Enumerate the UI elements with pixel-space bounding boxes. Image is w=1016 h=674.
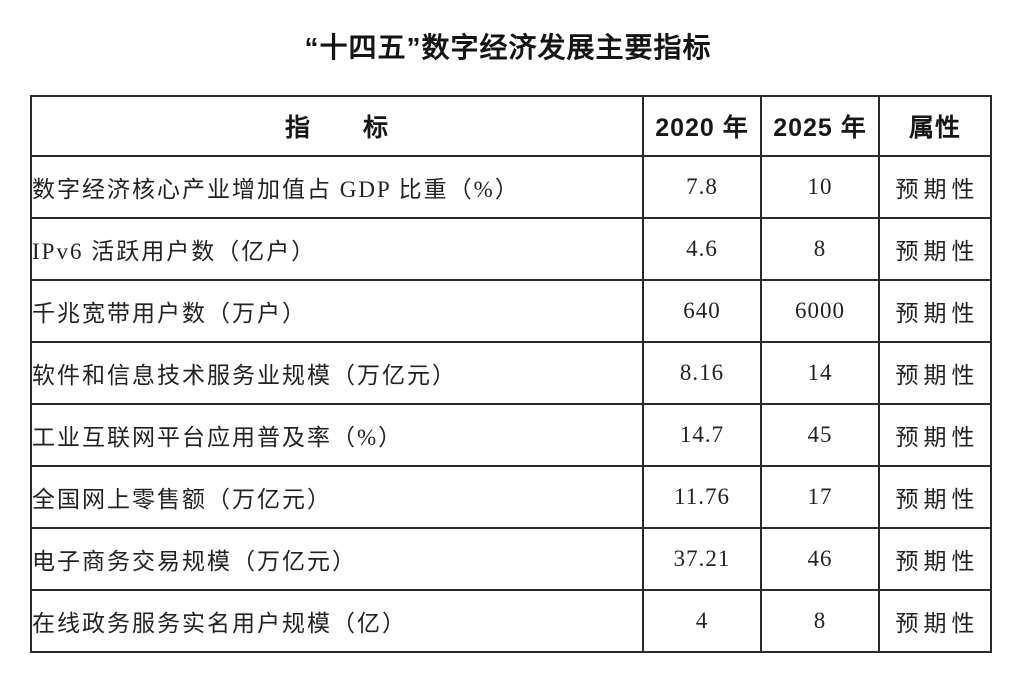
header-indicator: 指 标	[30, 95, 644, 157]
value-2025: 17	[760, 465, 880, 529]
value-2020: 11.76	[642, 465, 762, 529]
attribute-value: 预期性	[878, 279, 992, 343]
value-2020: 4	[642, 589, 762, 653]
table-row: 软件和信息技术服务业规模（万亿元） 8.16 14 预期性	[30, 341, 992, 405]
header-attribute: 属性	[878, 95, 992, 157]
value-2020: 640	[642, 279, 762, 343]
table-header-row: 指 标 2020 年 2025 年 属性	[30, 95, 992, 157]
value-2020: 7.8	[642, 155, 762, 219]
indicator-name: 电子商务交易规模（万亿元）	[30, 527, 644, 591]
value-2025: 10	[760, 155, 880, 219]
table-row: 数字经济核心产业增加值占 GDP 比重（%） 7.8 10 预期性	[30, 155, 992, 219]
value-2020: 37.21	[642, 527, 762, 591]
attribute-value: 预期性	[878, 589, 992, 653]
table-row: 千兆宽带用户数（万户） 640 6000 预期性	[30, 279, 992, 343]
attribute-value: 预期性	[878, 403, 992, 467]
value-2025: 6000	[760, 279, 880, 343]
indicator-name: 千兆宽带用户数（万户）	[30, 279, 644, 343]
table-row: IPv6 活跃用户数（亿户） 4.6 8 预期性	[30, 217, 992, 281]
attribute-value: 预期性	[878, 465, 992, 529]
attribute-value: 预期性	[878, 155, 992, 219]
attribute-value: 预期性	[878, 341, 992, 405]
attribute-value: 预期性	[878, 527, 992, 591]
value-2025: 8	[760, 217, 880, 281]
indicator-name: 数字经济核心产业增加值占 GDP 比重（%）	[30, 155, 644, 219]
indicator-name: 软件和信息技术服务业规模（万亿元）	[30, 341, 644, 405]
indicator-name: 在线政务服务实名用户规模（亿）	[30, 589, 644, 653]
indicator-name: 全国网上零售额（万亿元）	[30, 465, 644, 529]
value-2020: 8.16	[642, 341, 762, 405]
value-2025: 14	[760, 341, 880, 405]
indicator-name: 工业互联网平台应用普及率（%）	[30, 403, 644, 467]
table-row: 工业互联网平台应用普及率（%） 14.7 45 预期性	[30, 403, 992, 467]
page-title: “十四五”数字经济发展主要指标	[304, 32, 712, 63]
value-2020: 14.7	[642, 403, 762, 467]
header-2020: 2020 年	[642, 95, 762, 157]
table-row: 全国网上零售额（万亿元） 11.76 17 预期性	[30, 465, 992, 529]
value-2025: 8	[760, 589, 880, 653]
attribute-value: 预期性	[878, 217, 992, 281]
value-2020: 4.6	[642, 217, 762, 281]
table-row: 在线政务服务实名用户规模（亿） 4 8 预期性	[30, 589, 992, 653]
value-2025: 45	[760, 403, 880, 467]
value-2025: 46	[760, 527, 880, 591]
table-row: 电子商务交易规模（万亿元） 37.21 46 预期性	[30, 527, 992, 591]
indicators-table: 指 标 2020 年 2025 年 属性 数字经济核心产业增加值占 GDP 比重…	[30, 95, 992, 653]
indicator-name: IPv6 活跃用户数（亿户）	[30, 217, 644, 281]
header-2025: 2025 年	[760, 95, 880, 157]
